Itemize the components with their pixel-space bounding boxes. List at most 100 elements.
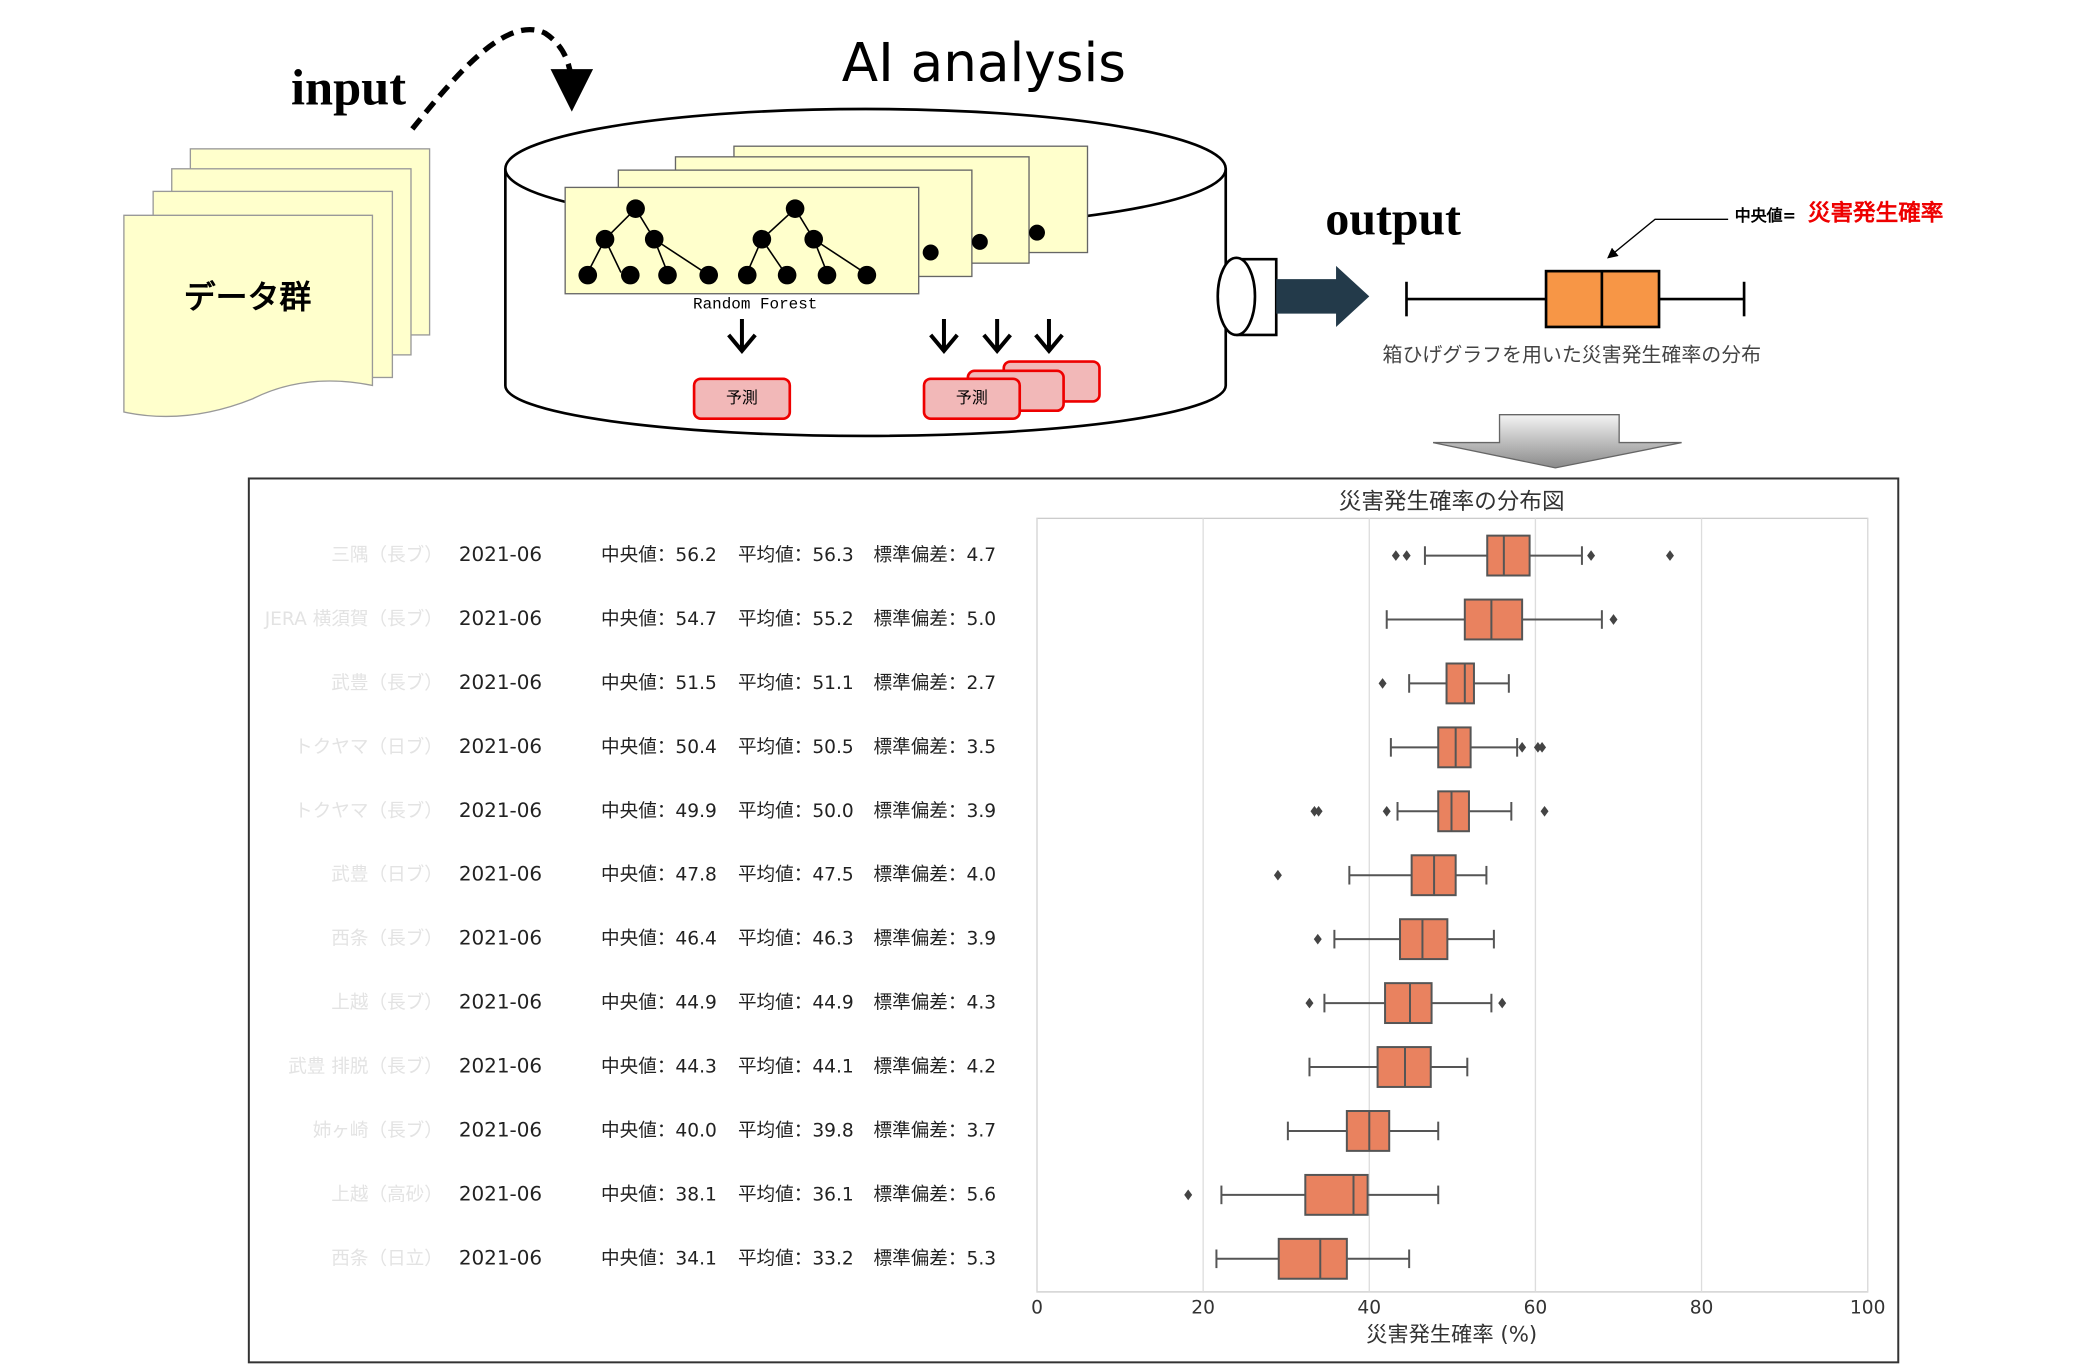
stat-value: 39.8 (812, 1120, 853, 1141)
stat-value: 5.6 (967, 1184, 997, 1205)
x-tick-label: 100 (1850, 1297, 1885, 1318)
box (1384, 982, 1433, 1025)
stat-value: 3.9 (967, 801, 997, 822)
site-name: 武豊（日ブ） (331, 864, 443, 886)
pipe-end (1216, 256, 1257, 337)
date: 2021-06 (459, 735, 542, 758)
outlier (1666, 550, 1674, 561)
stat-value: 50.0 (812, 801, 853, 822)
stat-label: 中央値： (601, 929, 675, 950)
site-name: トクヤマ（長ブ） (294, 800, 443, 822)
site-name: 武豊（長ブ） (331, 672, 443, 694)
date: 2021-06 (459, 607, 542, 630)
predict-label: 予測 (956, 388, 988, 407)
outlier (1518, 742, 1527, 753)
stat-value: 44.1 (812, 1057, 853, 1078)
stat-value: 54.7 (675, 609, 716, 630)
stat-label: 平均値： (738, 1057, 812, 1078)
date: 2021-06 (459, 1055, 542, 1078)
stat-value: 49.9 (675, 801, 716, 822)
stat-label: 標準偏差： (874, 545, 967, 566)
stat-label: 標準偏差： (874, 993, 967, 1014)
stat-label: 平均値： (738, 865, 812, 886)
stat-label: 平均値： (738, 609, 812, 630)
stat-value: 44.3 (675, 1057, 716, 1078)
stat-label: 標準偏差： (874, 1057, 967, 1078)
outlier (1382, 805, 1391, 817)
date: 2021-06 (459, 863, 542, 886)
tree-cards (564, 145, 1089, 295)
stat-label: 標準偏差： (874, 1120, 967, 1141)
input-label: input (291, 60, 406, 116)
stat-value: 4.0 (967, 865, 997, 886)
site-name: 武豊 排脱（長ブ） (288, 1056, 443, 1078)
site-name: トクヤマ（日ブ） (294, 736, 443, 758)
date: 2021-06 (459, 927, 542, 950)
stat-label: 中央値： (601, 993, 675, 1014)
legend-boxplot (1405, 218, 1746, 329)
stat-value: 50.5 (812, 737, 853, 758)
site-name: 上越（高砂） (331, 1184, 443, 1205)
stat-value: 5.0 (967, 609, 997, 630)
outlier (1378, 678, 1387, 689)
stat-label: 中央値： (601, 1057, 675, 1078)
box (1445, 662, 1475, 705)
stat-value: 50.4 (675, 737, 716, 758)
stat-label: 標準偏差： (874, 929, 967, 950)
stat-value: 40.0 (675, 1120, 716, 1141)
outlier (1498, 997, 1507, 1009)
stat-label: 平均値： (738, 737, 812, 758)
outlier (1310, 805, 1319, 817)
date: 2021-06 (459, 799, 542, 822)
down-big-arrow (1432, 414, 1682, 469)
stat-label: 平均値： (738, 1184, 812, 1205)
box (1463, 598, 1524, 641)
output-arrow (1276, 265, 1370, 327)
chart-title: 災害発生確率の分布図 (1339, 489, 1565, 515)
stat-value: 38.1 (675, 1184, 716, 1205)
stat-label: 中央値： (601, 545, 675, 566)
stat-value: 44.9 (675, 993, 716, 1014)
plot-area (1036, 517, 1869, 1293)
stat-label: 標準偏差： (874, 865, 967, 886)
outlier (1305, 997, 1314, 1009)
stat-value: 3.5 (967, 737, 997, 758)
box (1277, 1237, 1348, 1280)
outlier (1540, 805, 1549, 817)
stat-label: 中央値： (601, 1120, 675, 1141)
legend-median-term: 災害発生確率 (1808, 199, 1943, 226)
x-tick-label: 80 (1690, 1297, 1714, 1318)
stat-label: 中央値： (601, 737, 675, 758)
down-arrows (727, 318, 1064, 355)
site-name: 三隅（長ブ） (331, 544, 443, 566)
stat-value: 56.2 (675, 545, 716, 566)
site-name: 姉ヶ崎（長ブ） (313, 1119, 443, 1141)
stat-value: 3.7 (967, 1120, 997, 1141)
stat-label: 中央値： (601, 609, 675, 630)
outlier (1533, 742, 1542, 753)
output-label: output (1325, 192, 1461, 245)
predict-label: 予測 (726, 388, 758, 407)
x-axis-label: 災害発生確率 (%) (1366, 1323, 1537, 1348)
stat-value: 33.2 (812, 1248, 853, 1269)
x-tick-label: 40 (1357, 1297, 1381, 1318)
box (1437, 790, 1470, 833)
box (1304, 1173, 1369, 1216)
stat-label: 中央値： (601, 673, 675, 694)
stat-label: 標準偏差： (874, 1248, 967, 1269)
stat-label: 中央値： (601, 801, 675, 822)
stat-label: 中央値： (601, 865, 675, 886)
stat-value: 46.3 (812, 929, 853, 950)
stat-value: 5.3 (967, 1248, 997, 1269)
stat-label: 平均値： (738, 673, 812, 694)
x-tick-label: 20 (1191, 1297, 1215, 1318)
site-name: 西条（長ブ） (331, 928, 443, 950)
data-label: データ群 (184, 278, 312, 316)
box (1486, 534, 1531, 577)
box (1399, 918, 1449, 961)
stat-label: 平均値： (738, 1120, 812, 1141)
x-tick-label: 60 (1524, 1297, 1548, 1318)
stat-value: 56.3 (812, 545, 853, 566)
outlier (1609, 614, 1618, 625)
site-name: 上越（長ブ） (331, 992, 443, 1014)
